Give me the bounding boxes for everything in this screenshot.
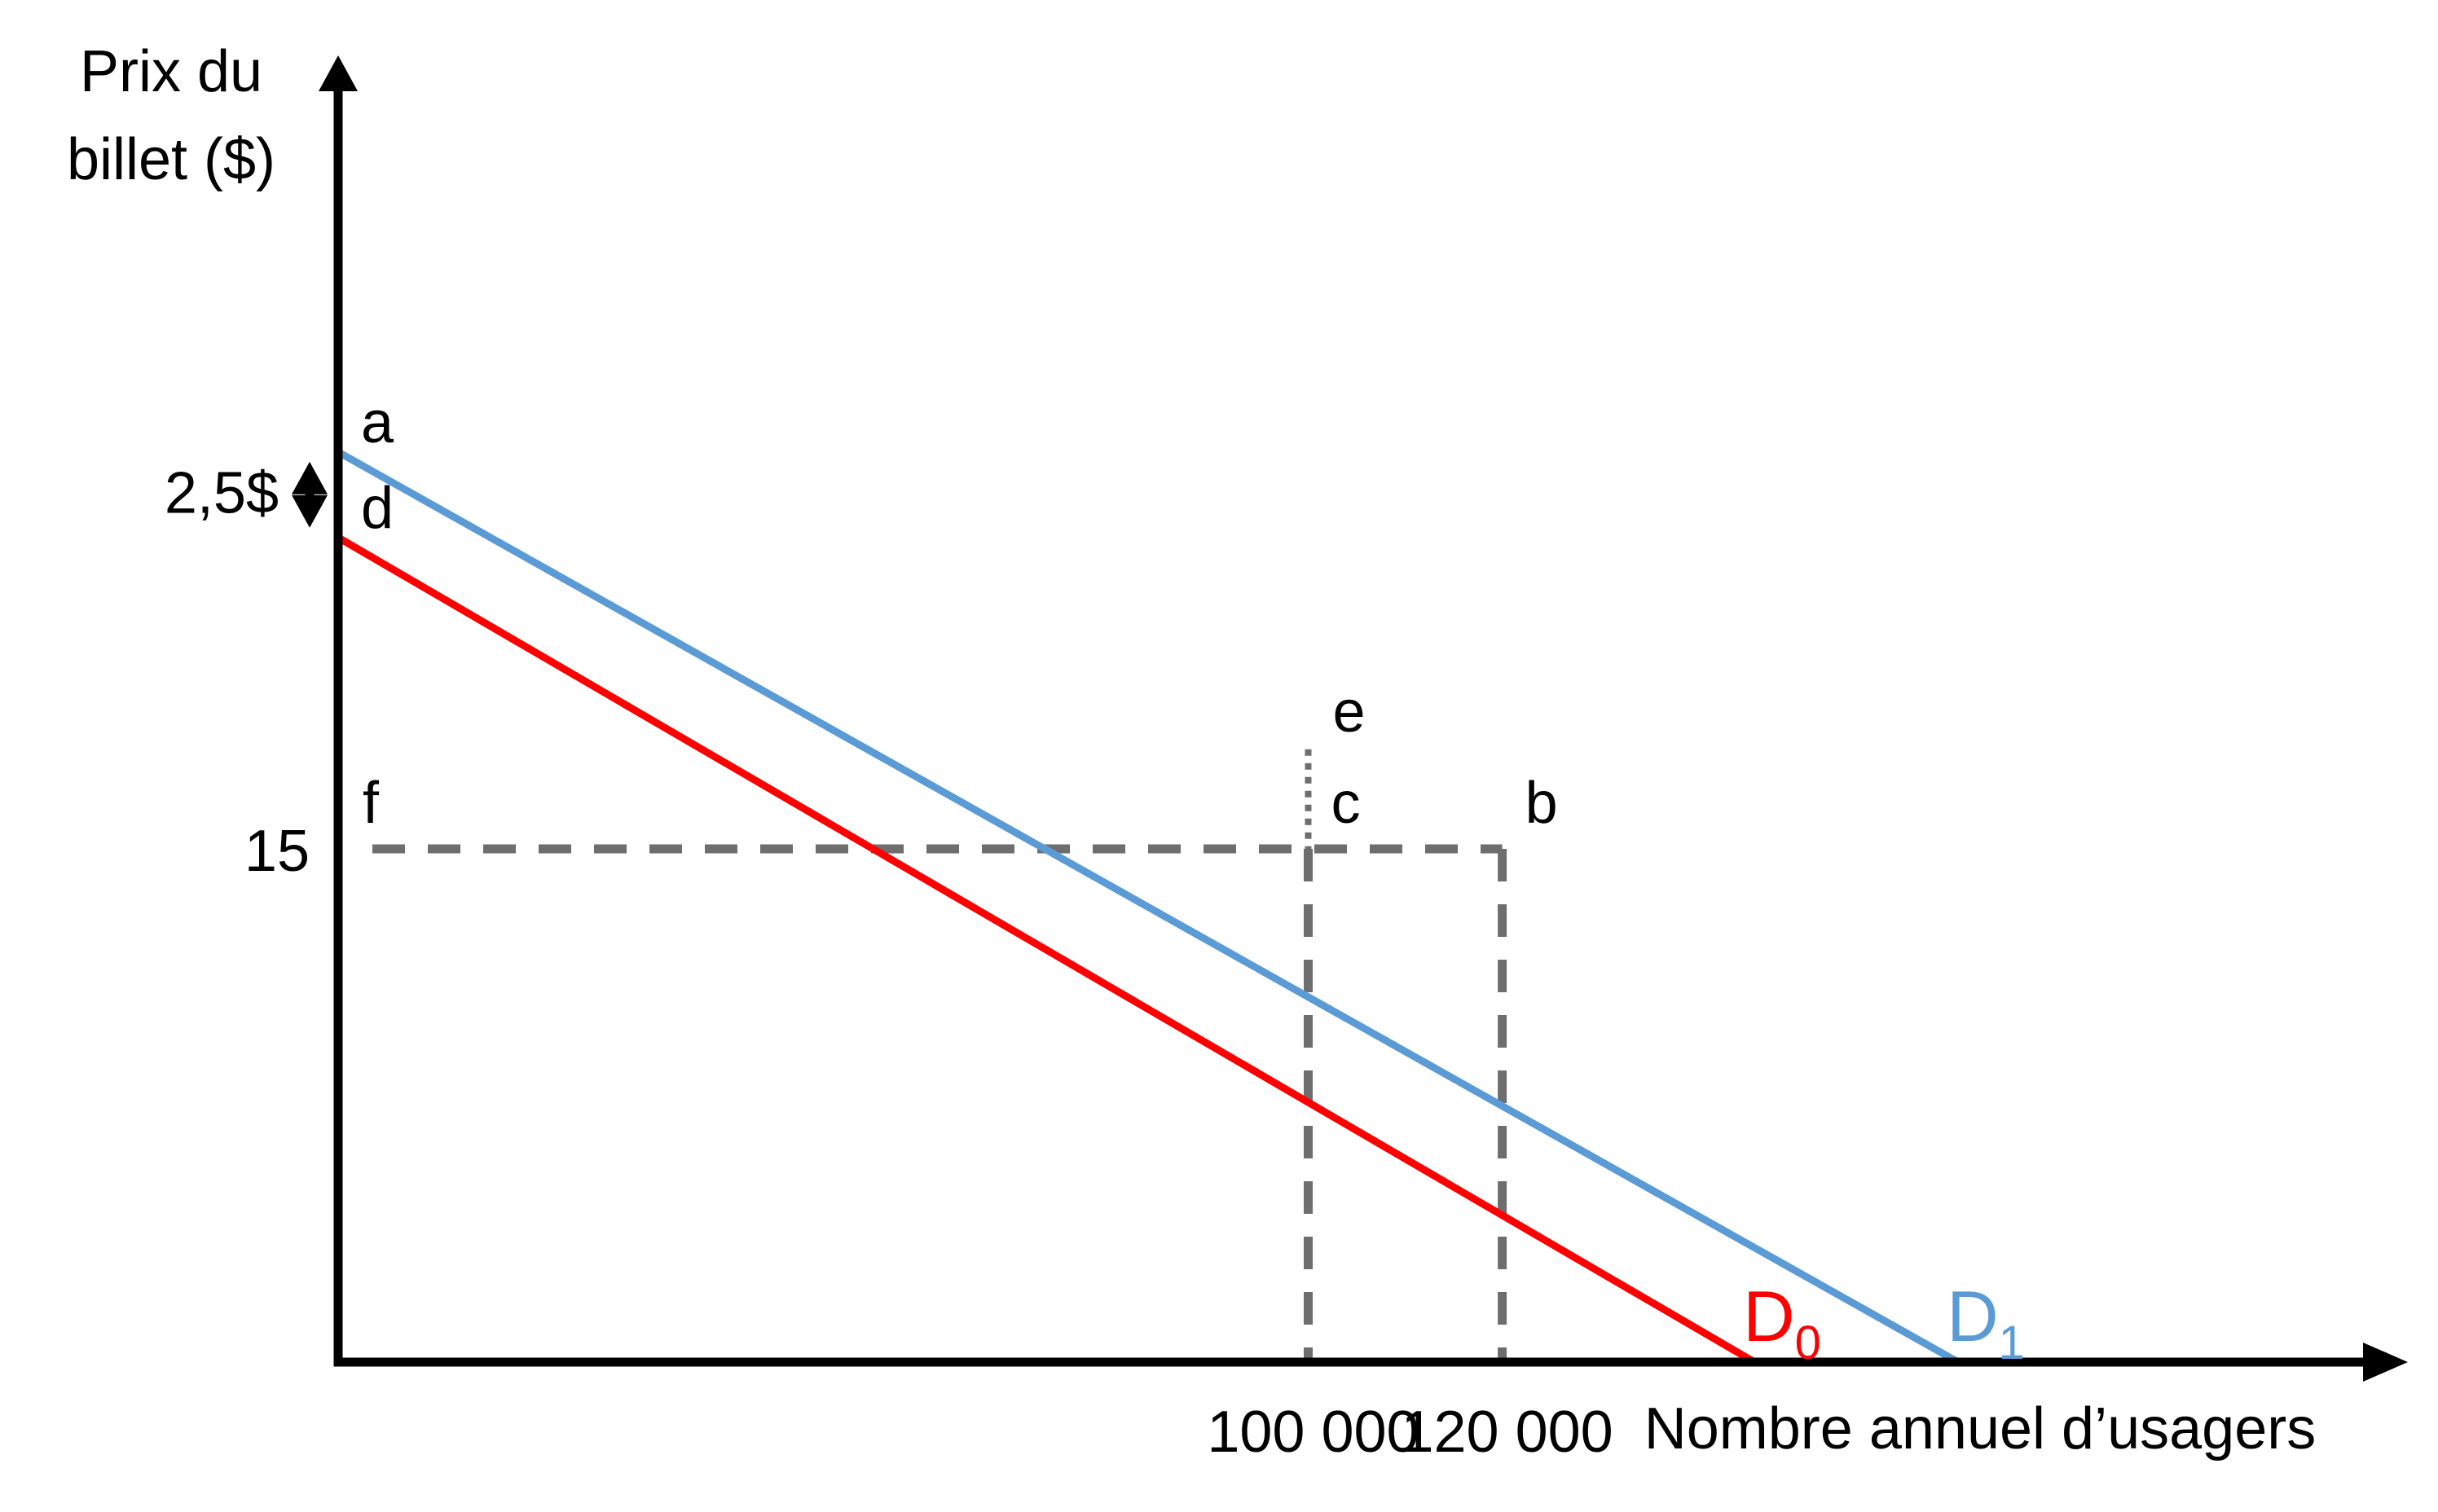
point-label-c: c — [1331, 771, 1360, 836]
x-axis-title: Nombre annuel d’usagers — [1644, 1396, 2316, 1461]
y-axis-title-line1: Prix du — [80, 39, 262, 104]
point-label-f: f — [363, 771, 380, 836]
guide-lines — [372, 749, 1507, 1362]
shift-arrow-down-head — [292, 494, 328, 528]
x-tick-label-2: 120 000 — [1401, 1400, 1613, 1465]
shift-arrow-up-head — [292, 461, 328, 494]
axes — [319, 55, 2408, 1382]
y-axis-title-line2: billet ($) — [67, 127, 275, 192]
point-label-b: b — [1525, 771, 1558, 836]
y-tick-label-1: 15 — [244, 819, 310, 884]
series-label-d0: D0 — [1743, 1276, 1821, 1369]
price-shift-annotation: 2,5$ — [165, 460, 328, 528]
point-labels: ad e f c b — [361, 390, 1558, 836]
demand-curve-d0 — [336, 534, 1757, 1365]
demand-curves — [336, 448, 1961, 1365]
demand-curve-d1 — [336, 448, 1961, 1365]
series-labels: D0 D1 — [1743, 1276, 2025, 1369]
shift-amount-label: 2,5$ — [165, 460, 279, 525]
x-tick-label-1: 100 000 — [1207, 1400, 1419, 1465]
x-axis-arrowhead — [2363, 1343, 2408, 1382]
y-axis-arrowhead — [319, 55, 358, 91]
point-label-e: e — [1332, 679, 1365, 745]
series-label-d1: D1 — [1947, 1276, 2025, 1369]
point-label-a: a — [361, 390, 394, 455]
point-label-d: d — [361, 476, 394, 541]
